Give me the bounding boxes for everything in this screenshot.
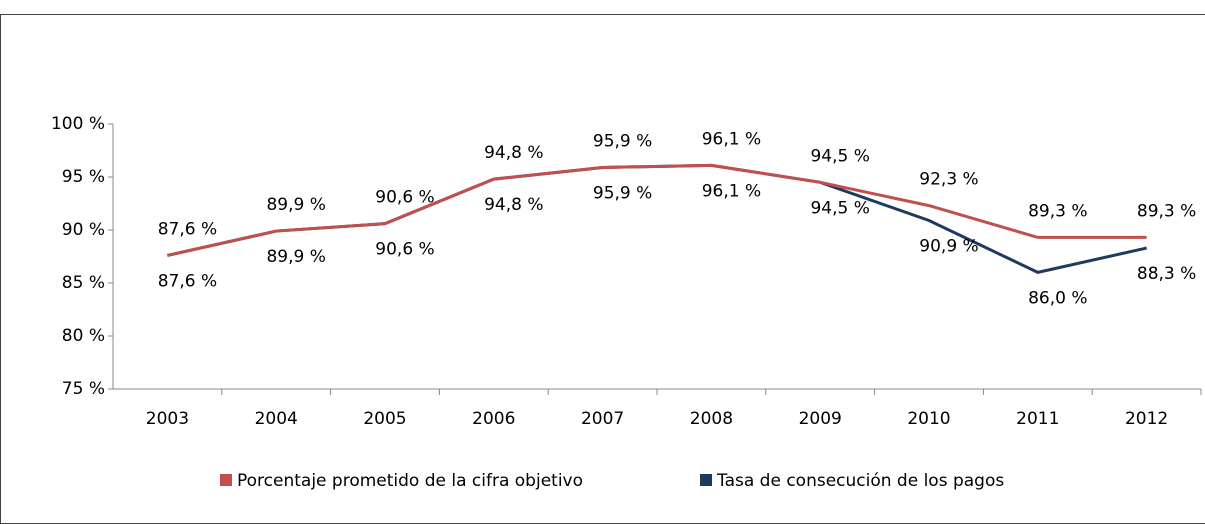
legend-label: Porcentaje prometido de la cifra objetiv… (237, 471, 583, 491)
data-label: 94,8 % (484, 195, 543, 215)
series-line (167, 163, 1147, 257)
data-label: 95,9 % (593, 131, 652, 151)
data-label: 90,6 % (375, 188, 434, 208)
data-label: 90,6 % (375, 240, 434, 260)
data-label: 89,9 % (266, 247, 325, 267)
data-label: 89,9 % (266, 195, 325, 215)
x-tick-label: 2011 (1016, 409, 1059, 429)
y-tick-label: 100 % (51, 114, 105, 134)
data-label: 94,5 % (810, 146, 869, 166)
data-label: 90,9 % (919, 236, 978, 256)
x-tick-label: 2004 (255, 409, 298, 429)
data-label: 94,5 % (810, 198, 869, 218)
data-label: 94,8 % (484, 143, 543, 163)
x-tick-label: 2012 (1125, 409, 1168, 429)
data-label: 87,6 % (158, 271, 217, 291)
frame (0, 14, 1205, 524)
data-label: 96,1 % (702, 181, 761, 201)
x-tick-label: 2009 (799, 409, 842, 429)
x-tick-label: 2006 (472, 409, 515, 429)
y-tick-label: 85 % (62, 273, 105, 293)
y-tick-label: 80 % (62, 326, 105, 346)
data-label: 95,9 % (593, 183, 652, 203)
legend-swatch (700, 474, 712, 486)
data-label: 86,0 % (1028, 288, 1087, 308)
x-tick-label: 2005 (363, 409, 406, 429)
data-label: 87,6 % (158, 219, 217, 239)
y-tick-label: 75 % (62, 379, 105, 399)
x-tick-label: 2008 (690, 409, 733, 429)
data-label: 88,3 % (1137, 264, 1196, 284)
y-tick-label: 90 % (62, 220, 105, 240)
x-tick-label: 2010 (907, 409, 950, 429)
data-label: 89,3 % (1137, 201, 1196, 221)
x-tick-label: 2007 (581, 409, 624, 429)
data-label: 96,1 % (702, 129, 761, 149)
legend-swatch (220, 474, 232, 486)
x-tick-label: 2003 (146, 409, 189, 429)
y-tick-label: 95 % (62, 167, 105, 187)
data-label: 89,3 % (1028, 201, 1087, 221)
legend-label: Tasa de consecución de los pagos (716, 471, 1004, 491)
data-label: 92,3 % (919, 170, 978, 190)
